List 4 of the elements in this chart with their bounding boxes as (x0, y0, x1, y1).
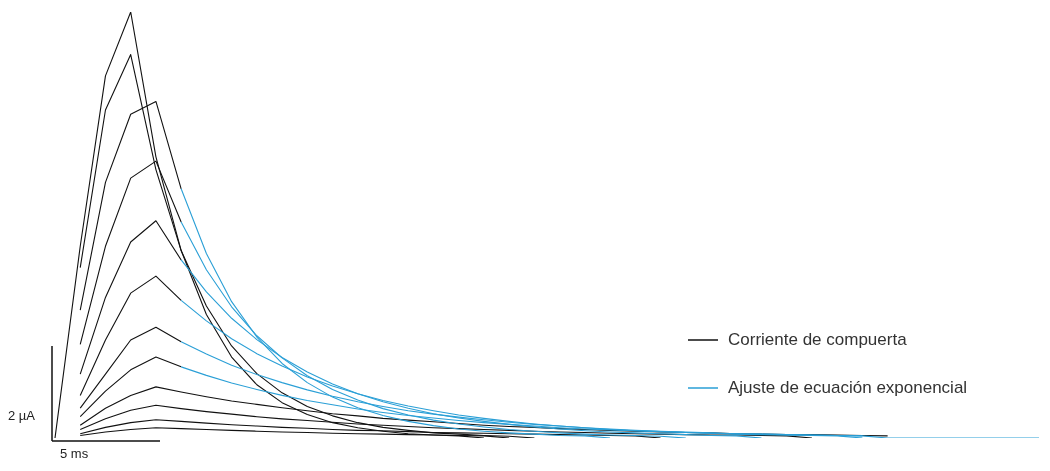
legend-label: Corriente de compuerta (728, 330, 907, 350)
text: 5 ms (60, 446, 89, 461)
text: 2 µA (8, 408, 36, 423)
legend-label: Ajuste de ecuación exponencial (728, 378, 968, 398)
